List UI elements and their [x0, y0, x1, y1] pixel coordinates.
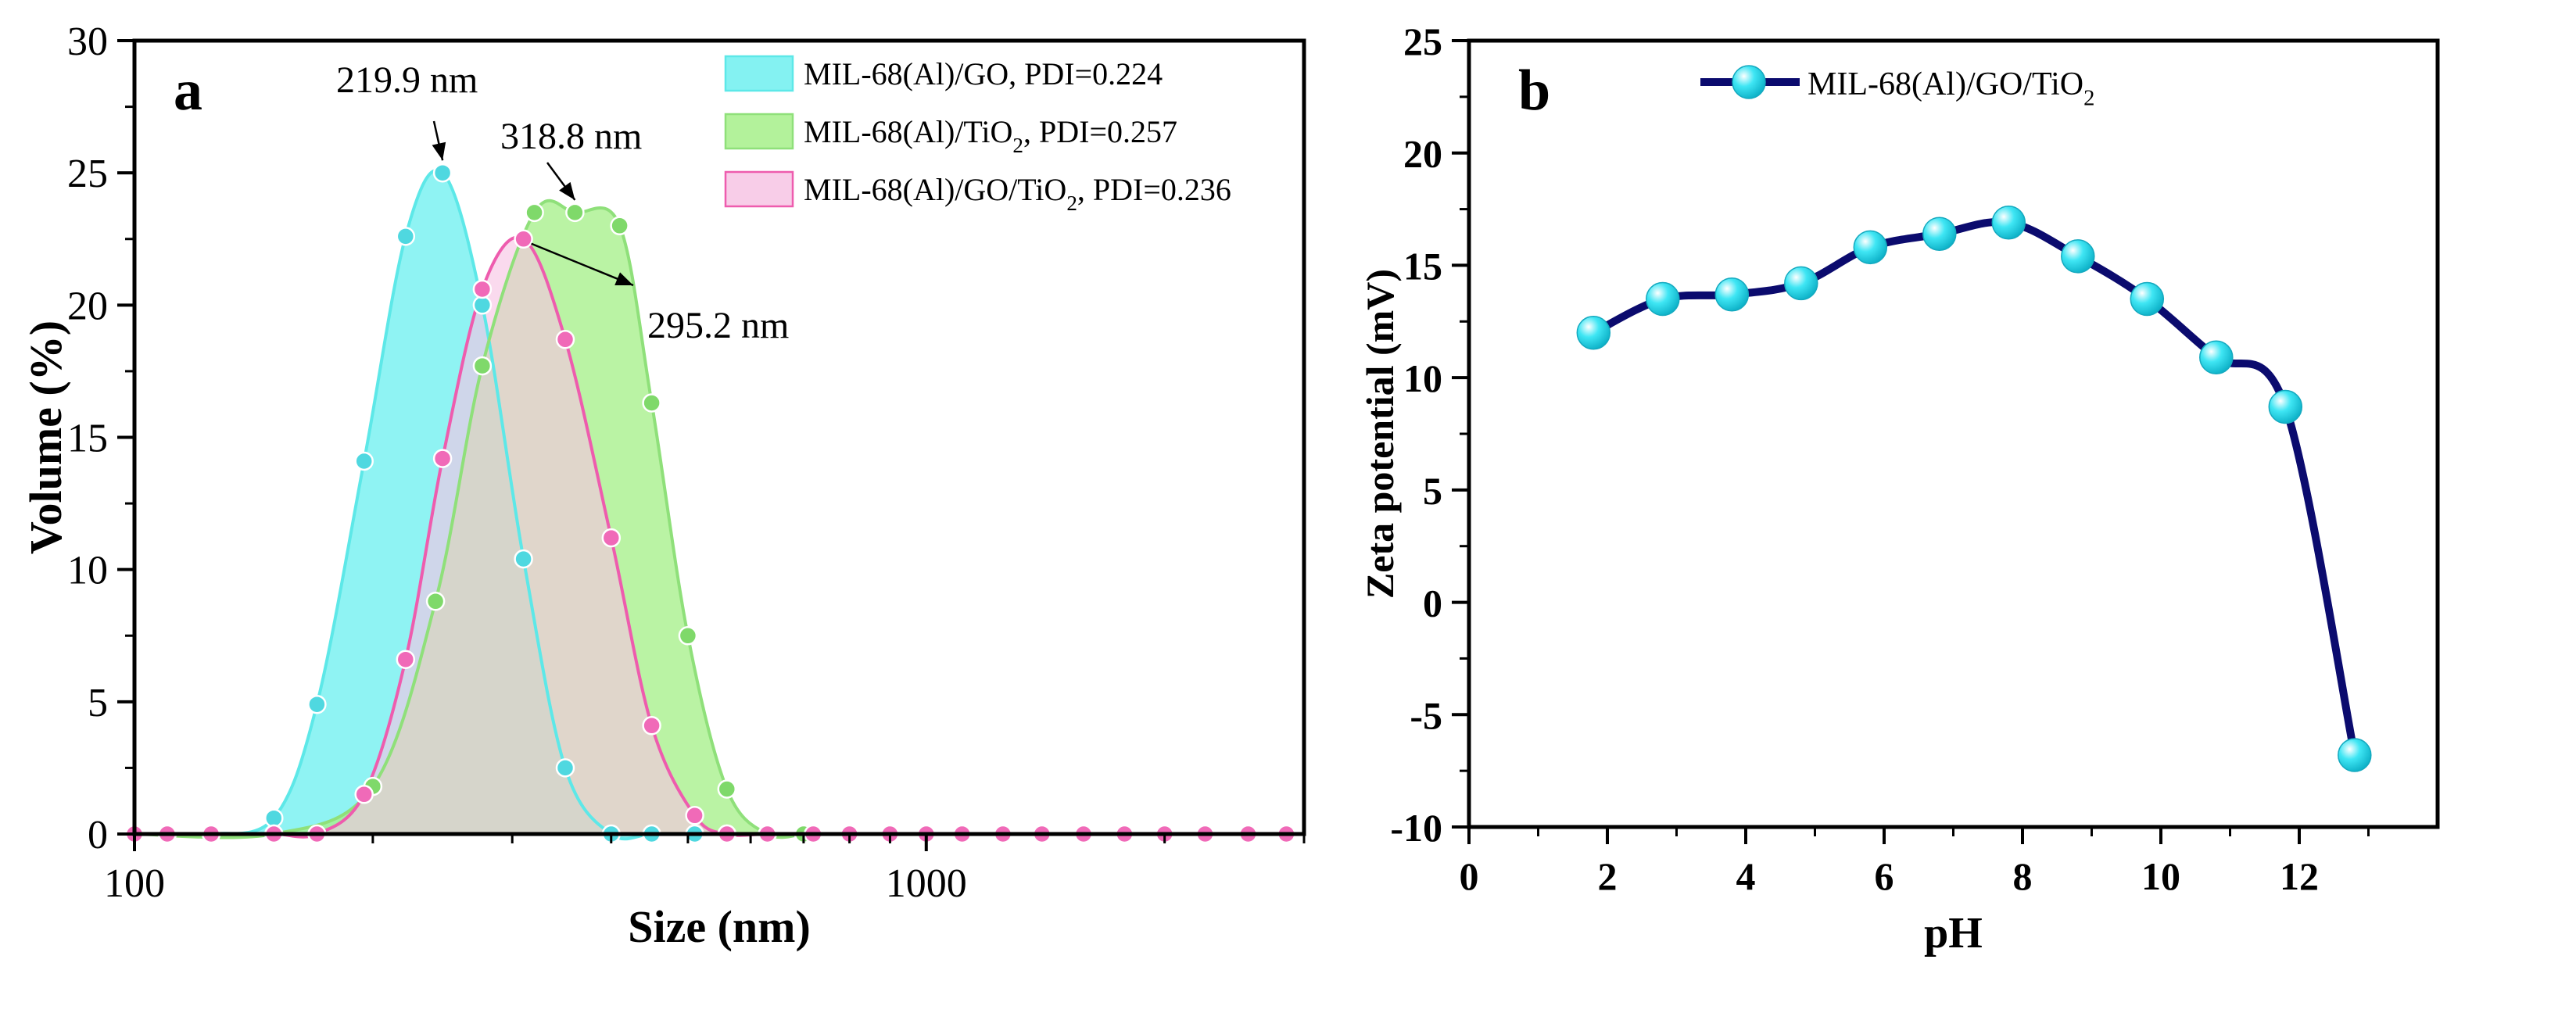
chart-b-point-1 — [1576, 315, 1611, 350]
chart-a-point-s2-9 — [642, 393, 661, 413]
chart-b-point-11 — [2268, 389, 2303, 424]
chart-b-x-tick-label-2: 2 — [1598, 854, 1618, 898]
chart-a-point-s3-9 — [472, 279, 493, 299]
chart-b-y-tick-label-1: -10 — [1390, 806, 1442, 850]
chart-a-x-tick-label-1: 100 — [104, 861, 165, 906]
chart-a-area-series-3 — [134, 237, 1287, 837]
chart-b-y-tick-label-7: 20 — [1403, 132, 1442, 176]
chart-a-x-axis-label: Size (nm) — [628, 901, 811, 952]
chart-b-legend: MIL-68(Al)/GO/TiO2 — [1700, 65, 2094, 110]
chart-b-x-tick-label-5: 8 — [2013, 854, 2033, 898]
chart-a-point-s3-13 — [642, 716, 661, 736]
chart-a-y-tick-label-5: 20 — [67, 284, 108, 328]
chart-a-y-tick-label-6: 25 — [67, 152, 108, 196]
chart-b-legend-label-1: MIL-68(Al)/GO/TiO2 — [1807, 66, 2094, 110]
chart-a-legend: MIL-68(Al)/GO, PDI=0.224 MIL-68(Al)/TiO2,… — [724, 55, 1231, 215]
chart-b-point-3 — [1714, 277, 1750, 312]
chart-a-point-s2-4 — [425, 592, 446, 611]
chart-a-point-s1-10 — [514, 549, 533, 569]
chart-a-point-s1-5 — [307, 694, 327, 714]
chart-b-point-8 — [2061, 239, 2095, 274]
chart-b-y-axis: -10 -5 0 5 10 15 20 25 — [1390, 20, 1469, 850]
chart-b: 0 2 4 6 8 10 12 -10 -5 0 5 10 15 20 25 b pH Zeta pote… — [1358, 20, 2440, 958]
chart-a-plot-frame — [132, 38, 1306, 836]
chart-b-point-4 — [1784, 266, 1818, 301]
chart-b-x-tick-label-1: 0 — [1460, 854, 1479, 898]
chart-a-annotation-3: 295.2 nm — [647, 305, 789, 346]
chart-a-y-axis-label: Volume (%) — [20, 320, 71, 554]
chart-a-point-s3-14 — [685, 806, 704, 825]
chart-a-x-axis: 100 1000 — [104, 834, 1306, 906]
chart-a-point-s2-8 — [610, 216, 629, 236]
chart-b-y-tick-label-4: 5 — [1423, 469, 1442, 513]
chart-b-x-tick-label-4: 6 — [1875, 854, 1894, 898]
chart-a-y-tick-label-7: 30 — [67, 20, 108, 64]
chart-b-x-tick-label-3: 4 — [1736, 854, 1756, 898]
chart-a-annotations: 219.9 nm 318.8 nm 295.2 nm — [336, 59, 789, 346]
chart-a-point-s3-6 — [354, 785, 374, 804]
chart-a-point-s2-11 — [717, 779, 737, 799]
chart-a-point-s3-7 — [396, 650, 416, 669]
chart-a-x-tick-label-2: 1000 — [886, 861, 967, 906]
chart-a-legend-swatch-1 — [724, 55, 794, 92]
chart-a-annotation-arrowhead-2 — [559, 181, 575, 200]
chart-a-point-s3-11 — [555, 330, 575, 349]
chart-a-annotation-2: 318.8 nm — [500, 116, 642, 157]
chart-b-x-axis-label: pH — [1924, 909, 1983, 958]
chart-b-point-5 — [1853, 230, 1888, 265]
chart-b-point-9 — [2130, 281, 2165, 317]
chart-a-point-s3-10 — [514, 229, 533, 249]
chart-a-point-s1-9 — [472, 295, 493, 315]
chart-b-y-tick-label-5: 10 — [1403, 356, 1442, 400]
chart-b-line-series-1 — [1592, 217, 2359, 756]
chart-a-legend-label-3: MIL-68(Al)/GO/TiO2, PDI=0.236 — [804, 172, 1231, 215]
chart-a-lines — [134, 168, 1287, 841]
chart-b-point-10 — [2199, 340, 2234, 375]
chart-a-point-s1-4 — [264, 808, 284, 828]
chart-b-point-2 — [1646, 281, 1680, 317]
chart-b-y-tick-label-8: 25 — [1403, 20, 1442, 63]
chart-b-point-12 — [2338, 738, 2372, 772]
chart-a-areas — [134, 170, 1287, 839]
chart-a-point-s1-8 — [432, 163, 453, 183]
chart-a-point-s2-5 — [472, 356, 493, 376]
chart-a-point-s2-10 — [678, 626, 698, 646]
chart-b-y-tick-label-6: 15 — [1403, 244, 1442, 288]
chart-b-x-tick-label-7: 12 — [2280, 854, 2319, 898]
chart-b-legend-marker-1 — [1732, 65, 1766, 99]
chart-b-x-tick-label-6: 10 — [2141, 854, 2180, 898]
chart-a: 100 1000 0 5 10 15 20 25 30 a Size (nm) Volume … — [20, 20, 1306, 952]
chart-b-y-tick-label-2: -5 — [1410, 693, 1442, 737]
chart-b-point-6 — [1922, 217, 1957, 251]
chart-a-annotation-1: 219.9 nm — [336, 59, 478, 101]
chart-a-y-axis: 0 5 10 15 20 25 30 — [67, 20, 134, 857]
chart-a-point-s1-11 — [555, 758, 575, 778]
chart-a-annotation-arrowhead-1 — [432, 141, 446, 161]
chart-a-legend-label-1: MIL-68(Al)/GO, PDI=0.224 — [804, 56, 1163, 91]
chart-a-y-tick-label-1: 0 — [88, 813, 108, 857]
chart-a-point-s1-6 — [354, 451, 374, 471]
chart-a-point-s3-8 — [432, 449, 453, 468]
chart-a-y-tick-label-3: 10 — [67, 549, 108, 593]
chart-b-series — [1576, 206, 2372, 772]
chart-a-annotation-arrowhead-3 — [614, 272, 633, 286]
chart-a-point-s1-7 — [396, 227, 416, 246]
chart-b-x-axis: 0 2 4 6 8 10 12 — [1460, 827, 2370, 898]
chart-b-panel-letter: b — [1518, 59, 1550, 123]
chart-a-y-tick-label-2: 5 — [88, 681, 108, 725]
chart-b-point-7 — [1991, 206, 2026, 240]
chart-a-legend-label-2: MIL-68(Al)/TiO2, PDI=0.257 — [804, 114, 1177, 157]
chart-a-line-series-1 — [134, 168, 768, 841]
chart-a-y-tick-label-4: 15 — [67, 417, 108, 461]
chart-a-point-s2-7 — [565, 202, 585, 223]
chart-a-panel-letter: a — [174, 59, 202, 123]
chart-a-point-s2-6 — [525, 202, 544, 223]
chart-a-annotation-arrow-3 — [531, 242, 634, 287]
chart-a-legend-swatch-3 — [724, 170, 794, 208]
chart-a-legend-swatch-2 — [724, 113, 794, 150]
chart-a-point-s3-12 — [601, 528, 622, 548]
chart-b-y-axis-label: Zeta potential (mV) — [1358, 269, 1402, 599]
chart-b-y-tick-label-3: 0 — [1423, 582, 1442, 625]
